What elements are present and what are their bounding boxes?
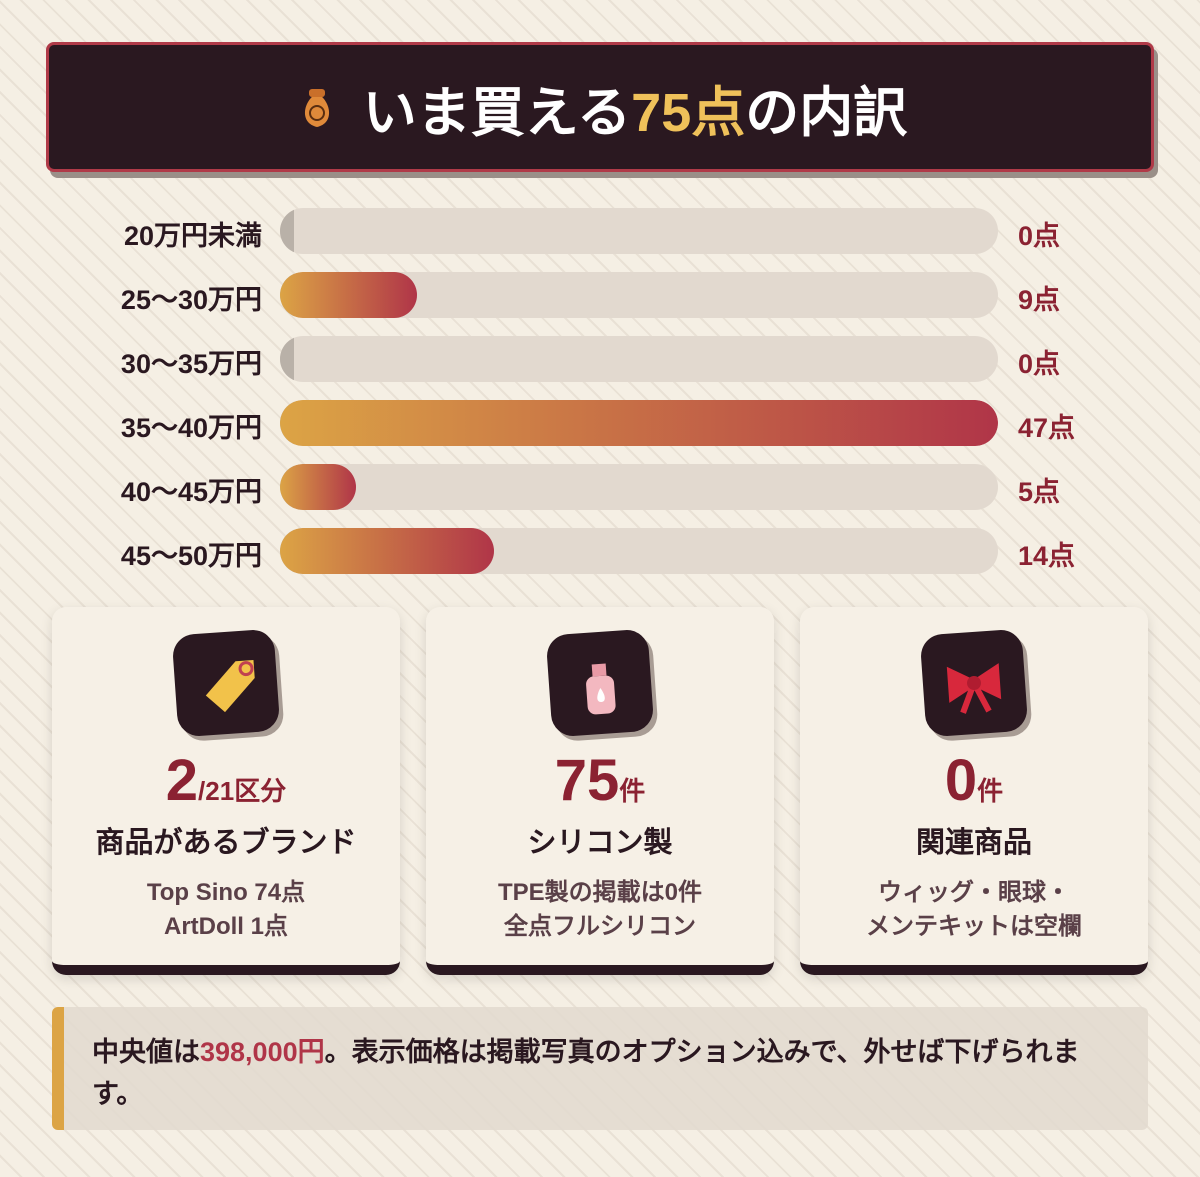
- card-line: 全点フルシリコン: [504, 913, 696, 940]
- card-line: ウィッグ・眼球・: [878, 879, 1070, 906]
- category-label: 40〜45万円: [120, 477, 262, 507]
- card-line: ArtDoll 1点: [163, 913, 288, 940]
- category-label: 30〜35万円: [120, 349, 262, 379]
- card-icon: [919, 628, 1029, 738]
- card-icon: [171, 628, 281, 738]
- note: 中央値は398,000円。表示価格は掲載写真のオプション込みで、外せば下げられま…: [52, 1007, 1148, 1130]
- money-bag-icon: [304, 89, 329, 127]
- value-label: 47点: [1018, 413, 1076, 443]
- card-line: TPE製の掲載は0件: [497, 879, 703, 906]
- bar: [280, 528, 494, 574]
- card-number: 0: [944, 748, 978, 813]
- card: 0件関連商品ウィッグ・眼球・ メンテキットは空欄: [800, 607, 1148, 975]
- value-label: 9点: [1018, 285, 1061, 315]
- card-title: シリコン製: [527, 827, 673, 859]
- card-line: Top Sino 74点: [146, 879, 306, 906]
- note-text: 。表示価格は掲載写真のオプション込みで、外せば下げられます。: [92, 1037, 1080, 1109]
- card-icon: [545, 628, 655, 738]
- bar-track: [280, 272, 998, 318]
- icon-graphic: [586, 663, 616, 715]
- bar-track: [280, 464, 998, 510]
- icon-graphic: [205, 660, 255, 713]
- value-label: 14点: [1018, 541, 1076, 571]
- title-highlight: 75点: [631, 82, 746, 143]
- card-unit: /21区分: [198, 776, 287, 806]
- card-figure: 2/21区分: [52, 747, 400, 814]
- card-figure: 75件: [426, 747, 774, 814]
- header: いま買える 75点 の内訳: [46, 42, 1154, 172]
- category-label: 20万円未満: [123, 221, 262, 251]
- value-label: 0点: [1018, 221, 1061, 251]
- card-figure: 0件: [800, 747, 1148, 814]
- card-title: 商品があるブランド: [95, 827, 357, 859]
- card-title: 関連商品: [915, 827, 1032, 859]
- bar-track: [280, 400, 998, 446]
- bar: [280, 464, 357, 510]
- bar-track: [280, 208, 998, 254]
- bar-stub: [280, 208, 294, 254]
- category-label: 35〜40万円: [120, 413, 262, 443]
- title-part: の内訳: [745, 82, 908, 143]
- icon-graphic: [946, 663, 1002, 714]
- bar: [280, 272, 418, 318]
- bar-track: [280, 528, 998, 574]
- bar-stub: [280, 336, 294, 382]
- card-line: メンテキットは空欄: [866, 913, 1082, 940]
- card-number: 2: [165, 748, 199, 813]
- category-label: 25〜30万円: [120, 285, 262, 315]
- note-highlight: 398,000円: [200, 1037, 325, 1067]
- value-label: 5点: [1018, 477, 1061, 507]
- value-label: 0点: [1018, 349, 1061, 379]
- card-unit: 件: [619, 776, 646, 806]
- title-part: いま買える: [362, 82, 632, 143]
- note-text: 中央値は: [92, 1037, 200, 1067]
- bar-track: [280, 336, 998, 382]
- bar: [280, 400, 998, 446]
- card: 75件シリコン製 TPE製の掲載は0件 全点フルシリコン: [426, 607, 774, 975]
- card: 2/21区分商品があるブランド Top Sino 74点 ArtDoll 1点: [52, 607, 400, 975]
- card-unit: 件: [977, 776, 1004, 806]
- category-label: 45〜50万円: [120, 541, 262, 571]
- card-number: 75: [554, 748, 620, 813]
